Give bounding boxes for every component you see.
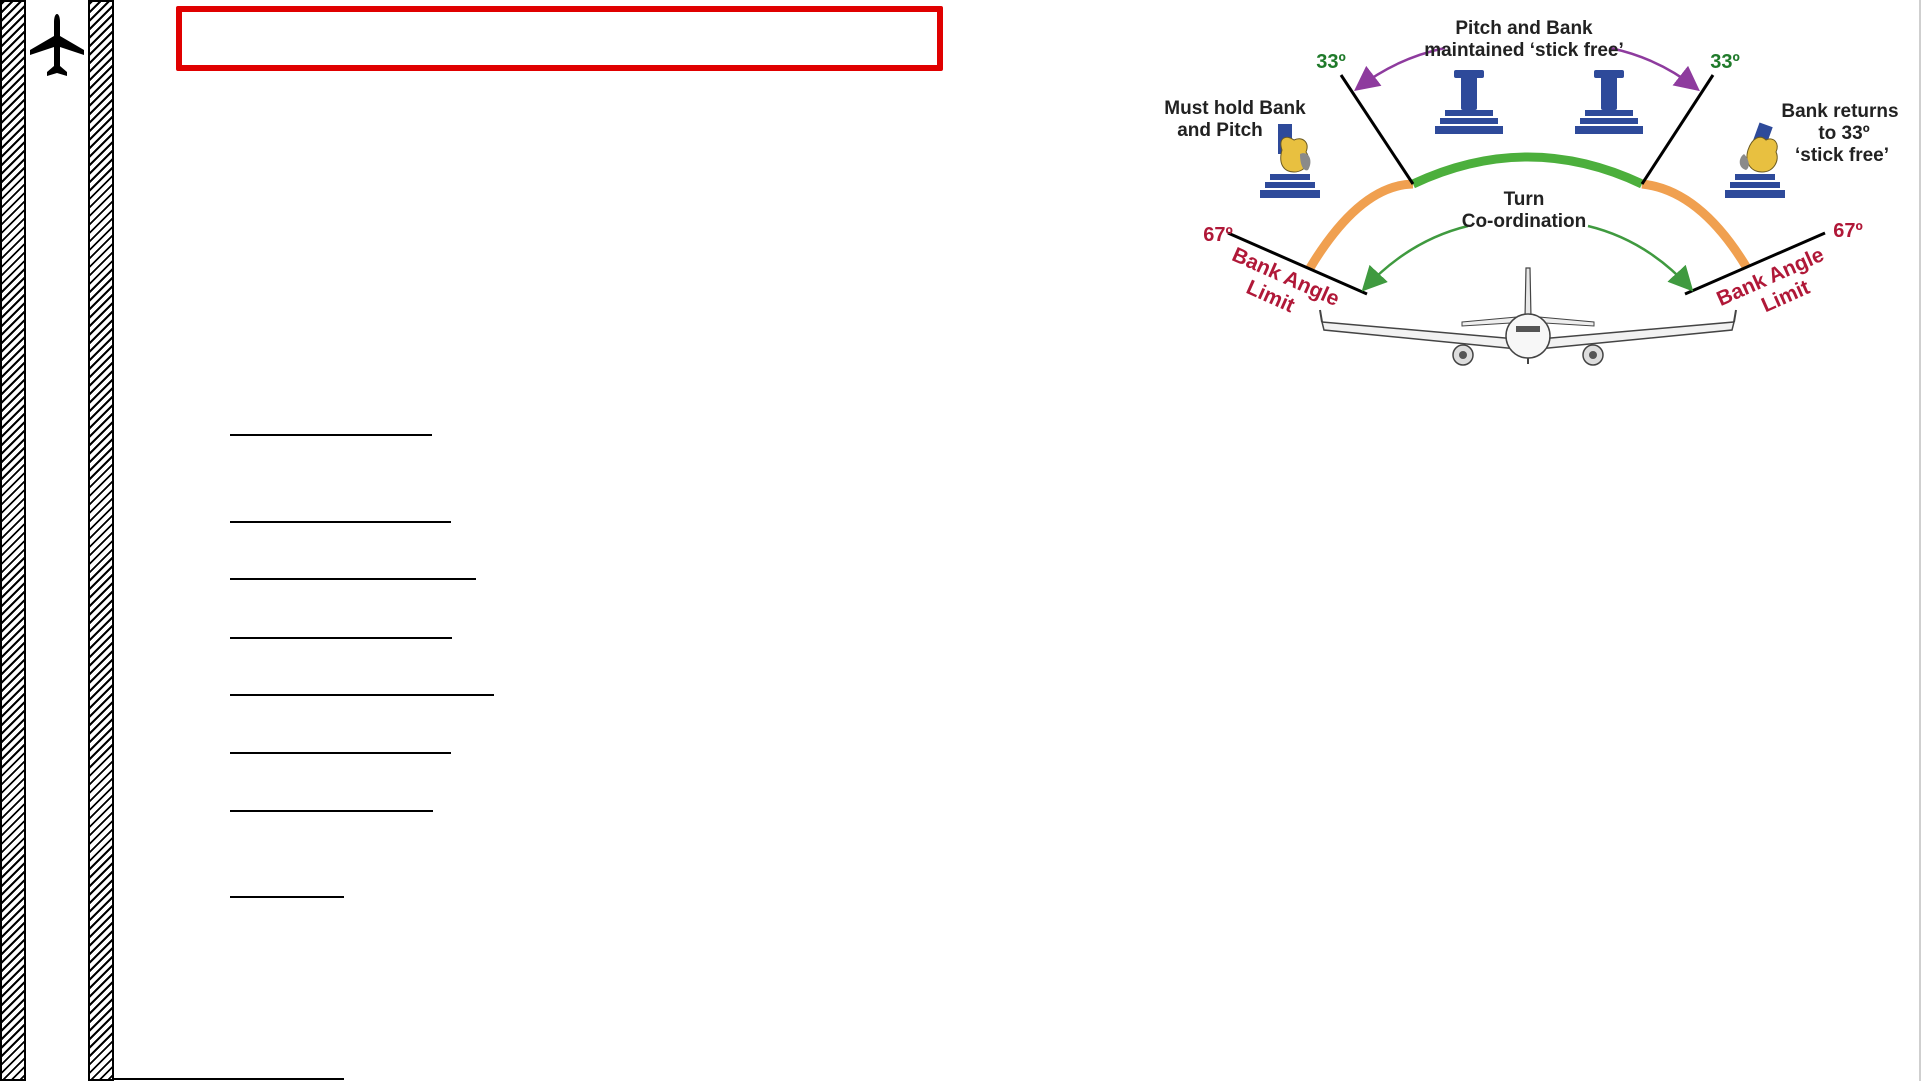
angle-label-left-33: 33º bbox=[1316, 51, 1346, 73]
blank-line-3 bbox=[230, 578, 476, 580]
label-left: Must hold Bank and Pitch bbox=[1164, 98, 1306, 141]
hand-on-sidestick-left-icon bbox=[1260, 124, 1320, 198]
angle-line-left-inner bbox=[1339, 74, 1415, 185]
angle-line-left-outer bbox=[1227, 231, 1368, 296]
slide-title-box bbox=[176, 6, 943, 71]
blank-line-8 bbox=[230, 896, 344, 898]
pitch-arrow-right bbox=[1609, 46, 1700, 92]
blank-line-4 bbox=[230, 637, 452, 639]
aircraft-front-view-icon bbox=[1319, 267, 1737, 366]
airplane-icon bbox=[30, 14, 84, 76]
pitch-arrow-left bbox=[1354, 46, 1446, 92]
blank-line-2 bbox=[230, 521, 451, 523]
label-top: Pitch and Bank maintained ‘stick free’ bbox=[1424, 18, 1624, 61]
sidestick-neutral-right-icon bbox=[1575, 70, 1643, 134]
label-left-line-2: and Pitch bbox=[1177, 120, 1263, 141]
coordination-arrow-right bbox=[1587, 224, 1694, 292]
label-right-line-1: Bank returns bbox=[1781, 101, 1898, 122]
blank-line-5 bbox=[230, 694, 494, 696]
angle-line-right-inner bbox=[1640, 74, 1715, 185]
limit-label-right: Bank Angle Limit bbox=[1713, 243, 1827, 317]
protection-arc-right bbox=[1641, 179, 1751, 271]
angle-label-right-67: 67º bbox=[1833, 220, 1863, 242]
protection-arc-left bbox=[1306, 179, 1414, 271]
slide-title bbox=[182, 12, 937, 40]
angle-line-right-outer bbox=[1684, 231, 1826, 296]
slide-right-edge bbox=[1919, 0, 1921, 1081]
coordination-arrow-left bbox=[1361, 224, 1469, 292]
angle-label-right-33: 33º bbox=[1710, 51, 1740, 73]
left-hatched-border bbox=[0, 0, 26, 1081]
label-right-line-2: to 33º bbox=[1818, 123, 1869, 144]
right-hatched-border bbox=[88, 0, 114, 1081]
sidestick-neutral-left-icon bbox=[1435, 70, 1503, 134]
label-top-line-2: maintained ‘stick free’ bbox=[1424, 40, 1624, 61]
blank-line-7 bbox=[230, 810, 433, 812]
label-center-line-2: Co-ordination bbox=[1462, 211, 1587, 232]
blank-line-1 bbox=[230, 434, 432, 436]
angle-label-left-67: 67º bbox=[1203, 224, 1233, 246]
label-top-line-1: Pitch and Bank bbox=[1455, 18, 1593, 39]
label-center-line-1: Turn bbox=[1504, 189, 1545, 210]
hand-on-sidestick-right-icon bbox=[1725, 122, 1785, 198]
blank-line-6 bbox=[230, 752, 451, 754]
label-left-line-1: Must hold Bank bbox=[1164, 98, 1306, 119]
label-right-line-3: ‘stick free’ bbox=[1795, 145, 1889, 166]
label-center: Turn Co-ordination bbox=[1462, 189, 1587, 232]
label-right: Bank returns to 33º ‘stick free’ bbox=[1781, 101, 1898, 166]
bottom-line bbox=[114, 1078, 344, 1080]
normal-arc bbox=[1411, 152, 1644, 189]
bank-angle-protection-diagram: Pitch and Bank maintained ‘stick free’ M… bbox=[1164, 18, 1899, 366]
